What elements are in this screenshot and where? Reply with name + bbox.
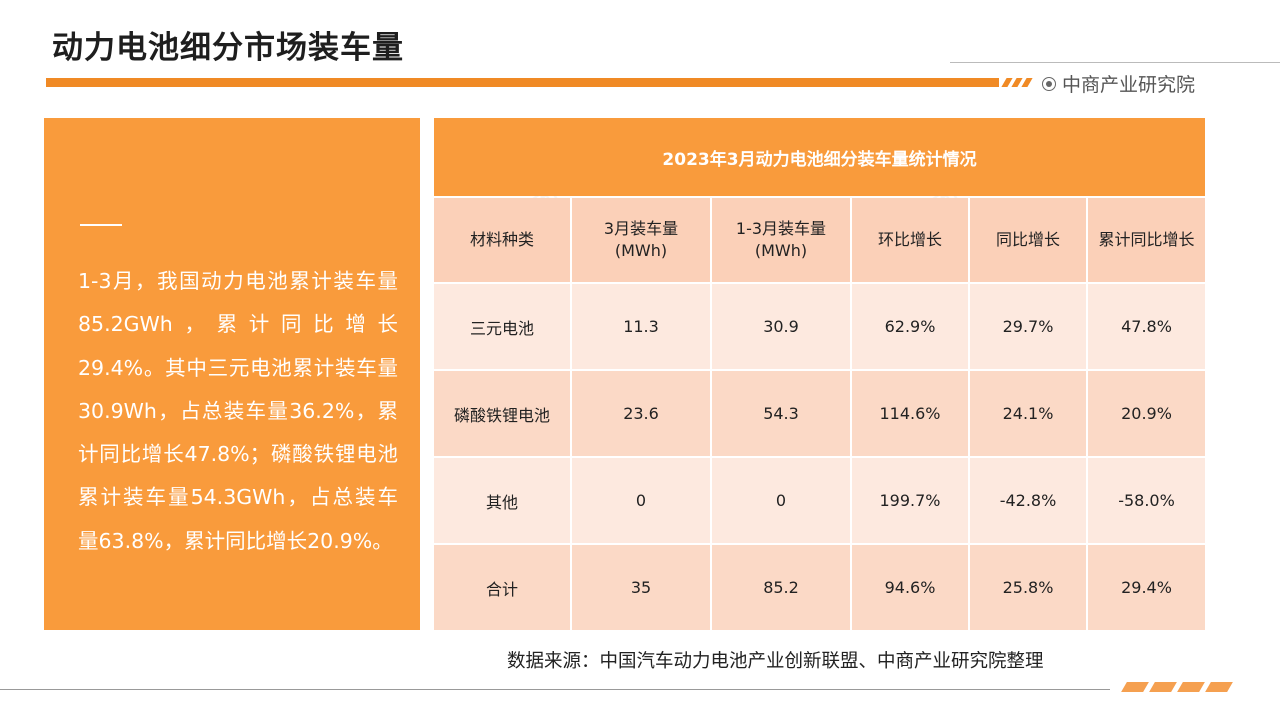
table-cell: 114.6%	[850, 369, 969, 457]
table-cell: 25.8%	[968, 543, 1087, 630]
table-cell: 199.7%	[850, 456, 969, 544]
table-cell: 30.9	[710, 282, 851, 370]
table-cell: 磷酸铁锂电池	[434, 369, 571, 457]
header-divider-line	[950, 62, 1280, 63]
table-cell: 94.6%	[850, 543, 969, 630]
data-source-note: 数据来源：中国汽车动力电池产业创新联盟、中商产业研究院整理	[507, 651, 1044, 672]
table-cell: 0	[570, 456, 711, 544]
table-cell: 47.8%	[1086, 282, 1205, 370]
title-stripes-decoration	[1000, 78, 1033, 87]
table-row: 三元电池 11.3 30.9 62.9% 29.7% 47.8%	[434, 282, 1205, 370]
table-cell: 其他	[434, 456, 571, 544]
footer-divider-line	[0, 689, 1110, 690]
table-cell: 35	[570, 543, 711, 630]
table-cell: 0	[710, 456, 851, 544]
summary-text: 1-3月，我国动力电池累计装车量85.2GWh，累计同比增长29.4%。其中三元…	[78, 269, 398, 553]
table-cell: 62.9%	[850, 282, 969, 370]
brand-label: 中商产业研究院	[1042, 70, 1195, 97]
summary-panel: 1-3月，我国动力电池累计装车量85.2GWh，累计同比增长29.4%。其中三元…	[44, 118, 420, 630]
title-accent-bar	[46, 78, 999, 87]
table-cell: 85.2	[710, 543, 851, 630]
table-title: 2023年3月动力电池细分装车量统计情况	[434, 118, 1205, 196]
column-header: 材料种类	[434, 198, 571, 283]
table-cell: -42.8%	[968, 456, 1087, 544]
table-cell: 29.4%	[1086, 543, 1205, 630]
table-cell: 11.3	[570, 282, 711, 370]
table-row: 磷酸铁锂电池 23.6 54.3 114.6% 24.1% 20.9%	[434, 369, 1205, 457]
data-table: 材料种类 3月装车量 (MWh) 1-3月装车量 (MWh) 环比增长 同比增长 累…	[434, 198, 1205, 630]
table-cell: 24.1%	[968, 369, 1087, 457]
table-cell: 54.3	[710, 369, 851, 457]
table-header-row: 材料种类 3月装车量 (MWh) 1-3月装车量 (MWh) 环比增长 同比增长 累…	[434, 198, 1205, 283]
table-cell: 29.7%	[968, 282, 1087, 370]
column-header: 3月装车量 (MWh)	[570, 198, 711, 283]
column-header: 同比增长	[968, 198, 1087, 283]
column-header: 环比增长	[850, 198, 969, 283]
table-cell: 合计	[434, 543, 571, 630]
table-row: 其他 0 0 199.7% -42.8% -58.0%	[434, 456, 1205, 544]
column-header: 累计同比增长	[1086, 198, 1205, 283]
page-title: 动力电池细分市场装车量	[52, 30, 404, 66]
data-table-container: 2023年3月动力电池细分装车量统计情况 材料种类 3月装车量 (MWh) 1-3…	[434, 118, 1205, 630]
summary-dash	[80, 224, 122, 226]
column-header: 1-3月装车量 (MWh)	[710, 198, 851, 283]
brand-name: 中商产业研究院	[1062, 74, 1196, 96]
table-cell: 三元电池	[434, 282, 571, 370]
table-cell: -58.0%	[1086, 456, 1205, 544]
table-cell: 20.9%	[1086, 369, 1205, 457]
footer-stripes-decoration	[1118, 682, 1248, 692]
target-icon	[1042, 76, 1056, 91]
table-cell: 23.6	[570, 369, 711, 457]
table-row: 合计 35 85.2 94.6% 25.8% 29.4%	[434, 543, 1205, 630]
